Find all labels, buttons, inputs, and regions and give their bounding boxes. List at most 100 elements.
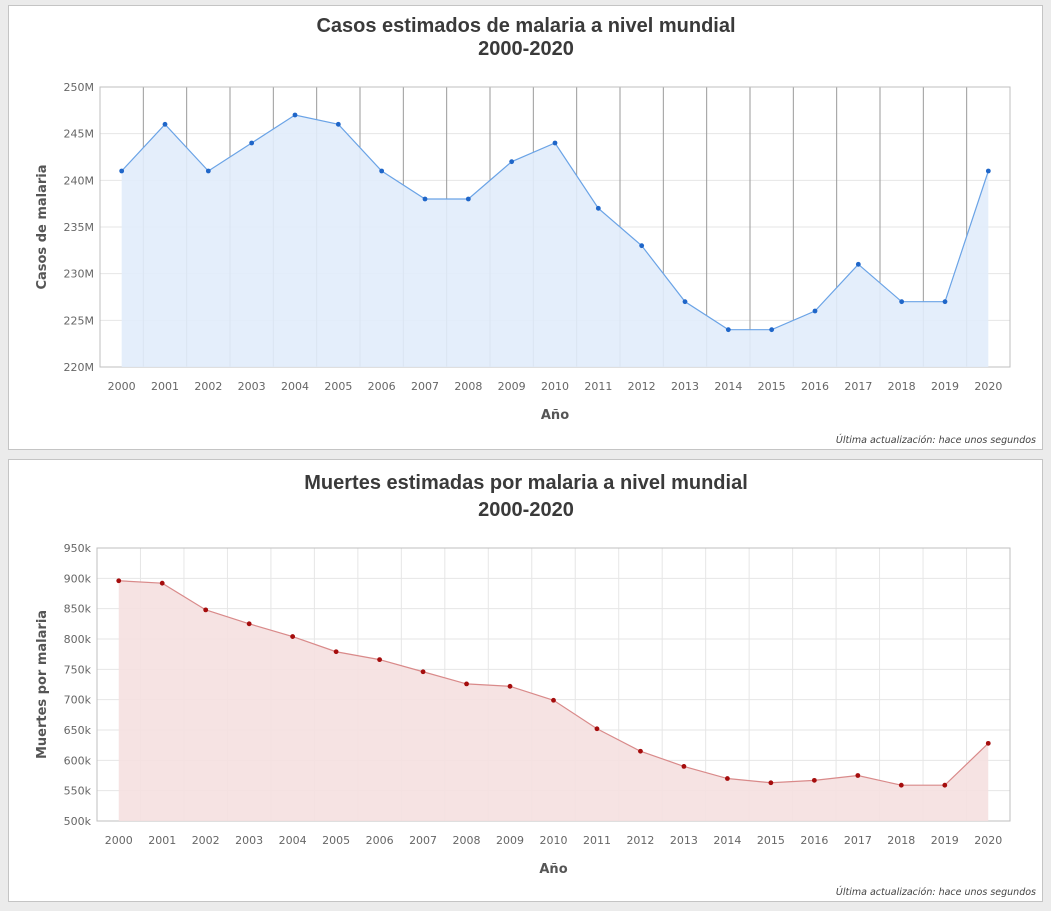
x-tick-label: 2009 bbox=[496, 834, 524, 847]
data-point bbox=[162, 121, 168, 127]
y-axis-title: Muertes por malaria bbox=[35, 610, 50, 759]
data-point bbox=[552, 140, 558, 146]
data-point bbox=[594, 726, 600, 732]
x-tick-label: 2001 bbox=[151, 380, 179, 393]
x-tick-label: 2013 bbox=[671, 380, 699, 393]
data-point bbox=[639, 243, 645, 249]
y-tick-label: 550k bbox=[64, 785, 92, 798]
x-tick-label: 2015 bbox=[757, 834, 785, 847]
cases-footnote: Última actualización: hace unos segundos bbox=[835, 435, 1036, 446]
data-point bbox=[249, 140, 255, 146]
x-tick-label: 2012 bbox=[628, 380, 656, 393]
data-point bbox=[812, 308, 818, 314]
data-point bbox=[811, 777, 817, 783]
x-tick-label: 2012 bbox=[626, 834, 654, 847]
y-tick-label: 500k bbox=[64, 815, 92, 828]
data-point bbox=[898, 782, 904, 788]
x-tick-label: 2003 bbox=[238, 380, 266, 393]
data-point bbox=[420, 669, 426, 675]
data-point bbox=[203, 607, 209, 613]
cases-chart-panel: Casos estimados de malaria a nivel mundi… bbox=[8, 5, 1043, 450]
data-point bbox=[985, 740, 991, 746]
x-tick-label: 2007 bbox=[409, 834, 437, 847]
x-tick-label: 2017 bbox=[844, 380, 872, 393]
y-tick-label: 750k bbox=[64, 663, 92, 676]
x-tick-label: 2004 bbox=[279, 834, 307, 847]
chart-subtitle: 2000-2020 bbox=[478, 499, 574, 521]
x-tick-label: 2013 bbox=[670, 834, 698, 847]
y-tick-label: 240M bbox=[64, 174, 95, 187]
y-tick-label: 950k bbox=[64, 542, 92, 555]
x-tick-label: 2003 bbox=[235, 834, 263, 847]
x-tick-label: 2002 bbox=[192, 834, 220, 847]
x-tick-label: 2016 bbox=[800, 834, 828, 847]
data-point bbox=[681, 764, 687, 769]
deaths-footnote: Última actualización: hace unos segundos bbox=[835, 887, 1036, 898]
x-tick-label: 2005 bbox=[324, 380, 352, 393]
x-tick-label: 2011 bbox=[584, 380, 612, 393]
data-point bbox=[116, 578, 122, 584]
data-point bbox=[551, 697, 556, 703]
x-tick-label: 2009 bbox=[498, 380, 526, 393]
data-point bbox=[899, 299, 905, 305]
data-point bbox=[422, 196, 428, 202]
data-point bbox=[464, 681, 469, 687]
chart-title: Muertes estimadas por malaria a nivel mu… bbox=[304, 472, 748, 494]
y-tick-label: 600k bbox=[64, 754, 92, 767]
data-point bbox=[159, 580, 165, 586]
data-point bbox=[768, 780, 774, 786]
x-tick-label: 2007 bbox=[411, 380, 439, 393]
cases-chart: Casos estimados de malaria a nivel mundi… bbox=[35, 15, 1011, 423]
x-tick-label: 2000 bbox=[105, 834, 133, 847]
x-axis-title: Año bbox=[541, 408, 569, 423]
data-point bbox=[292, 112, 298, 118]
data-point bbox=[855, 773, 861, 778]
deaths-chart: Muertes estimadas por malaria a nivel mu… bbox=[35, 472, 1011, 877]
data-point bbox=[855, 261, 861, 267]
x-tick-label: 2002 bbox=[194, 380, 222, 393]
chart-subtitle: 2000-2020 bbox=[478, 38, 574, 60]
x-tick-label: 2019 bbox=[931, 834, 959, 847]
y-tick-label: 800k bbox=[64, 633, 92, 646]
x-tick-label: 2006 bbox=[368, 380, 396, 393]
chart-title: Casos estimados de malaria a nivel mundi… bbox=[316, 15, 735, 37]
x-tick-label: 2010 bbox=[540, 834, 568, 847]
x-tick-label: 2000 bbox=[108, 380, 136, 393]
x-tick-label: 2008 bbox=[454, 380, 482, 393]
y-axis-title: Casos de malaria bbox=[35, 164, 50, 289]
data-point bbox=[725, 776, 730, 781]
y-tick-label: 900k bbox=[64, 572, 92, 585]
x-axis-title: Año bbox=[539, 862, 567, 877]
deaths-chart-panel: Muertes estimadas por malaria a nivel mu… bbox=[8, 459, 1043, 902]
data-point bbox=[682, 299, 688, 305]
data-point bbox=[246, 621, 252, 627]
data-point bbox=[942, 782, 948, 788]
data-point bbox=[638, 748, 643, 754]
data-point bbox=[290, 634, 296, 639]
x-tick-label: 2004 bbox=[281, 380, 309, 393]
data-point bbox=[725, 327, 731, 333]
y-tick-label: 225M bbox=[64, 314, 95, 327]
data-point bbox=[379, 168, 385, 174]
y-tick-label: 700k bbox=[64, 694, 92, 707]
y-tick-label: 650k bbox=[64, 724, 92, 737]
data-point bbox=[985, 168, 991, 174]
data-point bbox=[942, 299, 948, 305]
data-point bbox=[335, 121, 341, 127]
x-tick-label: 2005 bbox=[322, 834, 350, 847]
series-area bbox=[121, 115, 989, 367]
x-tick-label: 2017 bbox=[844, 834, 872, 847]
data-point bbox=[465, 196, 471, 202]
x-tick-label: 2014 bbox=[713, 834, 741, 847]
y-tick-label: 250M bbox=[64, 81, 95, 94]
x-tick-label: 2016 bbox=[801, 380, 829, 393]
x-tick-label: 2018 bbox=[887, 834, 915, 847]
x-tick-label: 2018 bbox=[888, 380, 916, 393]
data-point bbox=[119, 168, 125, 174]
y-tick-label: 850k bbox=[64, 603, 92, 616]
x-tick-label: 2011 bbox=[583, 834, 611, 847]
x-tick-label: 2010 bbox=[541, 380, 569, 393]
data-point bbox=[377, 657, 382, 663]
x-tick-label: 2001 bbox=[148, 834, 176, 847]
data-point bbox=[507, 683, 513, 689]
